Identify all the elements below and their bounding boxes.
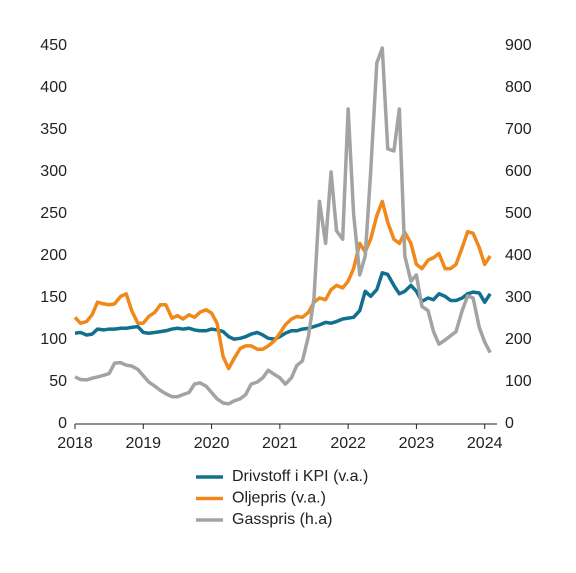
y-tick-label: 50: [49, 373, 67, 390]
x-tick-label: 2024: [467, 435, 503, 452]
x-tick-label: 2022: [330, 435, 366, 452]
legend-label: Oljepris (v.a.): [232, 490, 326, 507]
y2-tick-label: 0: [505, 415, 514, 432]
y2-tick-label: 200: [505, 331, 532, 348]
y2-tick-label: 500: [505, 205, 532, 222]
series-line: [74, 46, 492, 406]
x-tick-label: 2019: [125, 435, 161, 452]
y-tick-label: 300: [40, 163, 67, 180]
y-tick-label: 400: [40, 79, 67, 96]
y2-tick-label: 700: [505, 121, 532, 138]
y2-tick-label: 800: [505, 79, 532, 96]
x-tick-label: 2021: [262, 435, 298, 452]
y2-tick-label: 600: [505, 163, 532, 180]
y2-tick-label: 400: [505, 247, 532, 264]
y2-tick-label: 100: [505, 373, 532, 390]
y-tick-label: 250: [40, 205, 67, 222]
x-tick-label: 2018: [57, 435, 93, 452]
y-tick-label: 0: [58, 415, 67, 432]
y-tick-label: 100: [40, 331, 67, 348]
y-tick-label: 200: [40, 247, 67, 264]
x-tick-label: 2023: [399, 435, 435, 452]
y-tick-label: 350: [40, 121, 67, 138]
x-tick-label: 2020: [194, 435, 230, 452]
y-tick-label: 450: [40, 37, 67, 54]
series-line: [73, 199, 492, 371]
legend-label: Drivstoff i KPI (v.a.): [232, 468, 368, 485]
y-tick-label: 150: [40, 289, 67, 306]
y2-tick-label: 900: [505, 37, 532, 54]
legend-label: Gasspris (h.a): [232, 511, 332, 528]
y2-tick-label: 300: [505, 289, 532, 306]
